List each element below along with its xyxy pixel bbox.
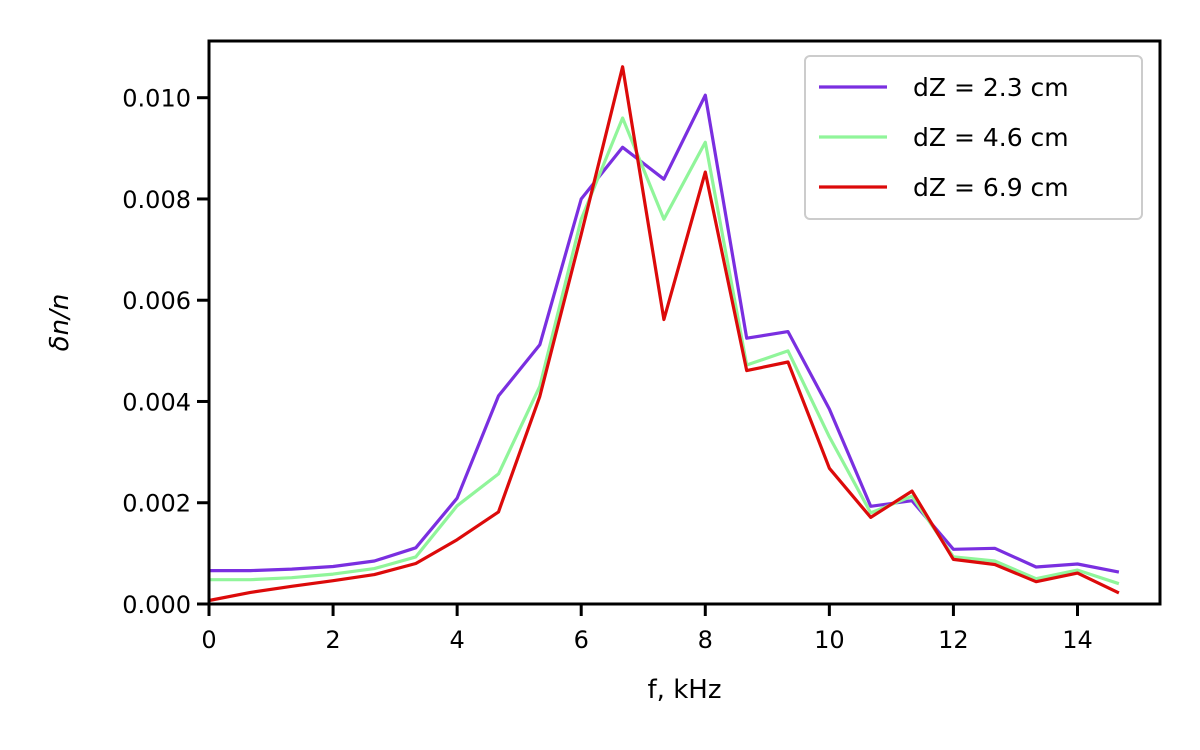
legend-items: dZ = 2.3 cm dZ = 4.6 cm dZ = 6.9 cm — [819, 73, 1069, 202]
x-tick-label: 0 — [201, 626, 216, 654]
y-tick-label: 0.006 — [122, 287, 191, 315]
x-axis-label: f, kHz — [648, 675, 722, 705]
y-tick-label: 0.010 — [122, 85, 191, 113]
legend-label-3: dZ = 6.9 cm — [913, 173, 1069, 202]
x-tick-label: 14 — [1062, 626, 1093, 654]
y-axis: 0.000 0.002 0.004 0.006 0.008 0.010 — [122, 85, 209, 619]
series-layer — [208, 65, 1120, 603]
x-tick-label: 4 — [450, 626, 465, 654]
x-tick-label: 2 — [325, 626, 340, 654]
series-line-3 — [208, 65, 1120, 603]
x-tick-label: 6 — [574, 626, 589, 654]
y-tick-label: 0.004 — [122, 388, 191, 416]
series-line-2 — [209, 116, 1120, 586]
plot-frame — [207, 39, 1162, 606]
y-tick-label: 0.000 — [122, 591, 191, 619]
y-tick-label: 0.008 — [122, 186, 191, 214]
legend-box — [804, 55, 1143, 220]
legend-label-1: dZ = 2.3 cm — [913, 73, 1069, 102]
legend: dZ = 2.3 cm dZ = 4.6 cm dZ = 6.9 cm — [804, 55, 1143, 220]
x-tick-label: 10 — [814, 626, 845, 654]
y-axis-label: δn/n — [45, 294, 75, 352]
x-tick-label: 8 — [698, 626, 713, 654]
y-tick-label: 0.002 — [122, 490, 191, 518]
x-tick-label: 12 — [938, 626, 969, 654]
series-line-1 — [209, 93, 1120, 574]
legend-label-2: dZ = 4.6 cm — [913, 123, 1069, 152]
x-axis: 0 2 4 6 8 10 12 14 — [201, 604, 1093, 654]
